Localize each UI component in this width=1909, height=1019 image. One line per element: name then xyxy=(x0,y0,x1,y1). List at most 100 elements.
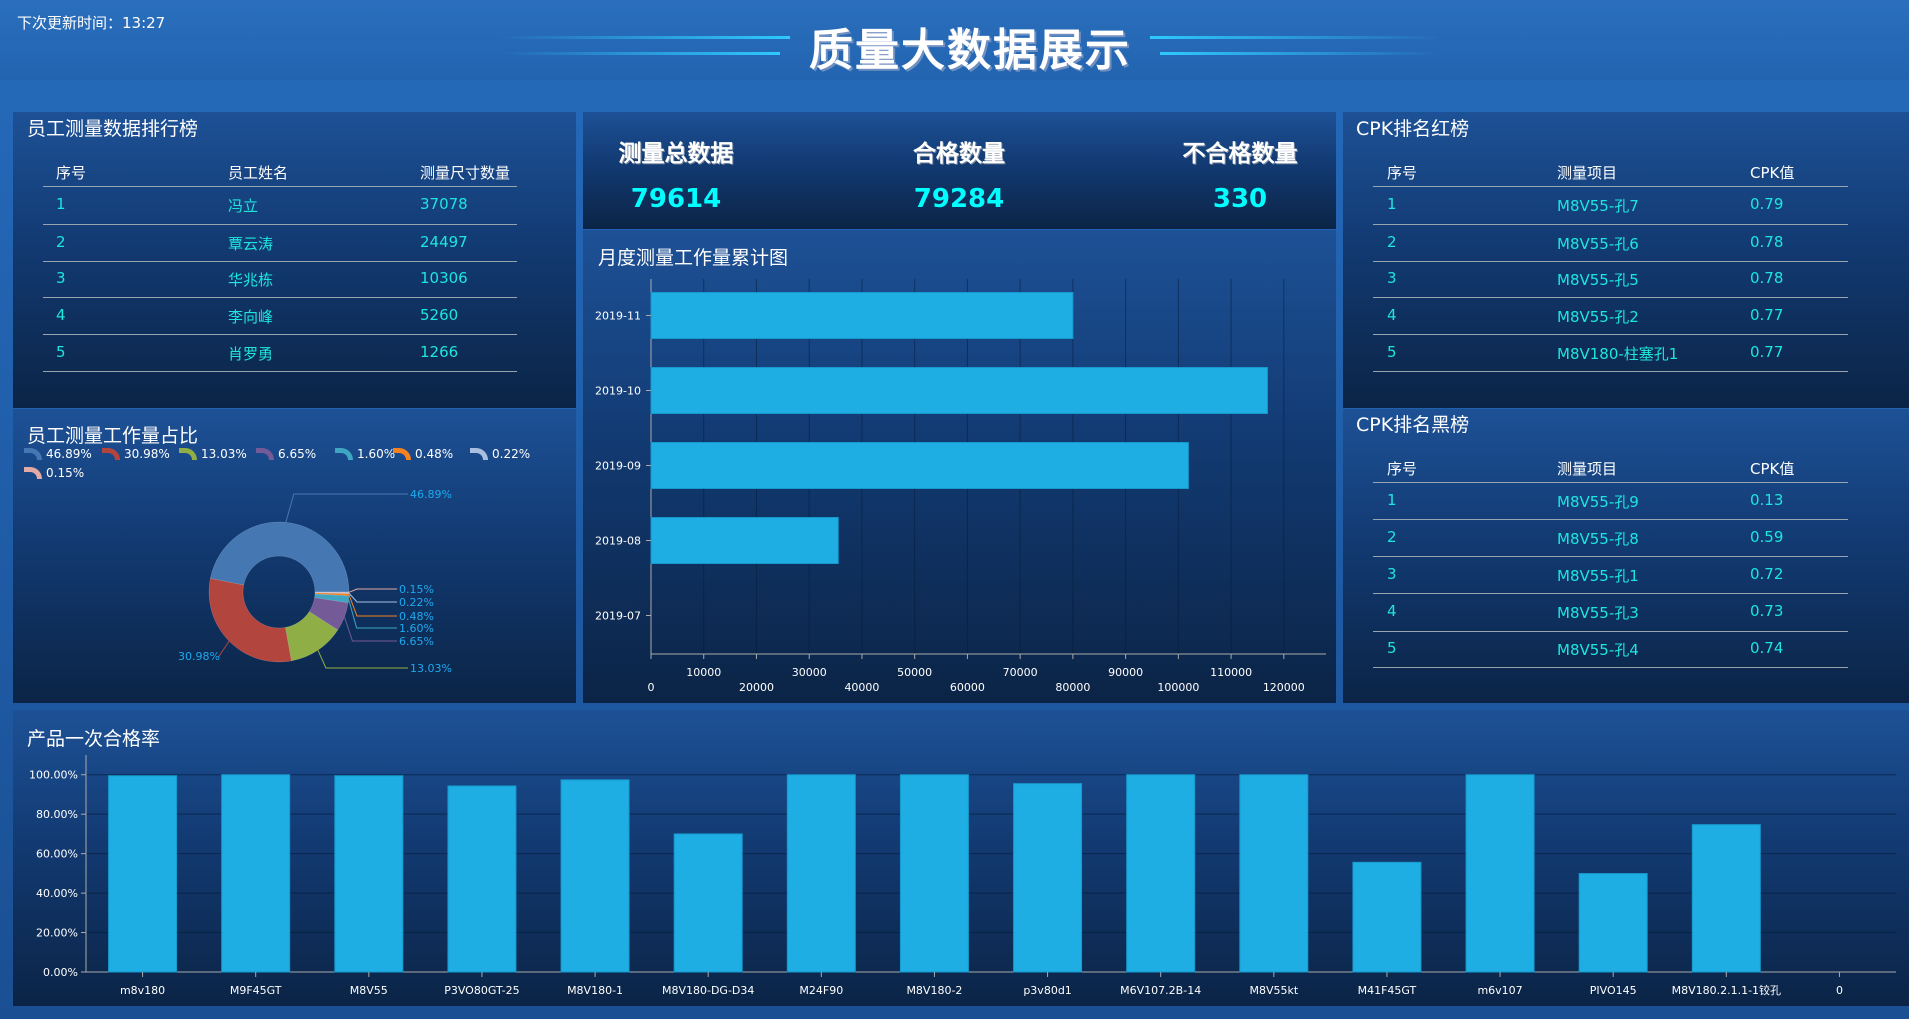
workload-share-title: 员工测量工作量占比 xyxy=(27,425,199,447)
pie-label-line xyxy=(285,493,408,523)
bar[interactable] xyxy=(1578,873,1648,973)
cpk-red-cell: M8V55-孔2 xyxy=(1557,308,1639,326)
ranking-cell: 华兆栋 xyxy=(228,271,274,289)
row-divider xyxy=(1373,371,1848,372)
y-tick-label: 2019-11 xyxy=(595,310,641,323)
kpi-label: 合格数量 xyxy=(913,141,1005,167)
kpi-label: 不合格数量 xyxy=(1182,141,1298,167)
row-divider xyxy=(1373,482,1848,483)
cpk-red-cell: 3 xyxy=(1387,269,1397,287)
bar[interactable] xyxy=(221,774,291,973)
legend-arc-icon xyxy=(24,448,42,460)
ranking-header-0: 序号 xyxy=(56,164,87,182)
ranking-cell: 覃云涛 xyxy=(228,235,274,253)
x-tick-label: 10000 xyxy=(686,666,721,679)
cpk-black-cell: 5 xyxy=(1387,639,1397,657)
bar[interactable] xyxy=(1691,824,1761,973)
ranking-title: 员工测量数据排行榜 xyxy=(27,118,199,140)
ranking-cell: 10306 xyxy=(420,269,468,287)
row-divider xyxy=(43,371,517,372)
bar[interactable] xyxy=(650,517,839,564)
legend-item[interactable]: 6.65% xyxy=(256,447,316,461)
x-tick-label: PIVO145 xyxy=(1590,984,1637,997)
row-divider xyxy=(1373,556,1848,557)
pie-label-line xyxy=(348,592,397,603)
row-divider xyxy=(1373,519,1848,520)
legend-item[interactable]: 13.03% xyxy=(179,447,247,461)
bar[interactable] xyxy=(650,292,1074,339)
bar[interactable] xyxy=(447,785,517,973)
cpk-red-cell: M8V55-孔7 xyxy=(1557,197,1639,215)
cpk-red-header-1: 测量项目 xyxy=(1557,164,1618,182)
x-tick-label: m8v180 xyxy=(120,984,165,997)
pie-slice[interactable] xyxy=(208,578,292,663)
title-decor-right xyxy=(1150,36,1440,39)
pie-label: 13.03% xyxy=(410,662,452,675)
bar[interactable] xyxy=(899,774,969,973)
pie-slice[interactable] xyxy=(308,597,349,631)
x-tick-label: P3VO80GT-25 xyxy=(444,984,519,997)
monthly-chart-title: 月度测量工作量累计图 xyxy=(598,247,789,269)
bar[interactable] xyxy=(560,779,630,973)
x-tick-label: M9F45GT xyxy=(230,984,282,997)
ranking-cell: 5 xyxy=(56,343,66,361)
pie-slice[interactable] xyxy=(285,611,339,662)
pie-label: 1.60% xyxy=(399,622,434,635)
row-divider xyxy=(43,334,517,335)
cpk-black-cell: 0.72 xyxy=(1750,565,1784,583)
x-tick-label: M6V107.2B-14 xyxy=(1120,984,1201,997)
x-tick-label: 50000 xyxy=(897,666,932,679)
bar[interactable] xyxy=(108,775,178,973)
bar[interactable] xyxy=(334,775,404,973)
legend-item[interactable]: 0.48% xyxy=(393,447,453,461)
cpk-black-cell: M8V55-孔4 xyxy=(1557,641,1639,659)
x-tick-label: 0 xyxy=(648,681,655,694)
bar[interactable] xyxy=(1239,774,1309,973)
x-tick-label: 80000 xyxy=(1055,681,1090,694)
legend-item[interactable]: 0.15% xyxy=(24,466,84,480)
ranking-header-2: 测量尺寸数量 xyxy=(420,164,511,182)
x-tick-label: p3v80d1 xyxy=(1023,984,1071,997)
legend-label: 0.15% xyxy=(46,466,85,480)
pie-slice[interactable] xyxy=(314,591,350,593)
next-update-time: 下次更新时间：13:27 xyxy=(17,14,166,32)
bar[interactable] xyxy=(1465,774,1535,973)
cpk-red-cell: 4 xyxy=(1387,306,1397,324)
y-tick-label: 2019-09 xyxy=(595,460,641,473)
legend-item[interactable]: 30.98% xyxy=(102,447,170,461)
pie-label: 0.15% xyxy=(399,583,434,596)
legend-item[interactable]: 46.89% xyxy=(24,447,92,461)
legend-arc-icon xyxy=(24,467,42,479)
bar[interactable] xyxy=(1013,783,1083,973)
y-tick-label: 2019-07 xyxy=(595,610,641,623)
bar[interactable] xyxy=(1352,861,1422,973)
bar[interactable] xyxy=(673,833,743,973)
bar[interactable] xyxy=(1126,774,1196,973)
bar[interactable] xyxy=(650,442,1189,489)
y-tick-label: 40.00% xyxy=(36,887,78,900)
row-divider xyxy=(1373,261,1848,262)
kpi-value: 330 xyxy=(1212,184,1268,214)
row-divider xyxy=(1373,631,1848,632)
legend-arc-icon xyxy=(256,448,274,460)
bar[interactable] xyxy=(650,367,1268,414)
legend-item[interactable]: 1.60% xyxy=(335,447,395,461)
bar[interactable] xyxy=(786,774,856,973)
cpk-black-cell: M8V55-孔8 xyxy=(1557,530,1639,548)
pie-slice[interactable] xyxy=(210,521,350,593)
legend-item[interactable]: 0.22% xyxy=(470,447,530,461)
pie-label: 46.89% xyxy=(410,488,452,501)
x-tick-label: m6v107 xyxy=(1477,984,1522,997)
cpk-black-cell: 0.74 xyxy=(1750,639,1784,657)
cpk-black-cell: 3 xyxy=(1387,565,1397,583)
row-divider xyxy=(43,261,517,262)
x-tick-label: M8V180-1 xyxy=(567,984,623,997)
cpk-black-cell: 2 xyxy=(1387,528,1397,546)
ranking-cell: 肖罗勇 xyxy=(228,345,274,363)
cpk-red-title: CPK排名红榜 xyxy=(1356,118,1470,140)
x-tick-label: 90000 xyxy=(1108,666,1143,679)
cpk-red-cell: 5 xyxy=(1387,343,1397,361)
x-tick-label: M41F45GT xyxy=(1358,984,1417,997)
ranking-cell: 冯立 xyxy=(228,197,259,215)
